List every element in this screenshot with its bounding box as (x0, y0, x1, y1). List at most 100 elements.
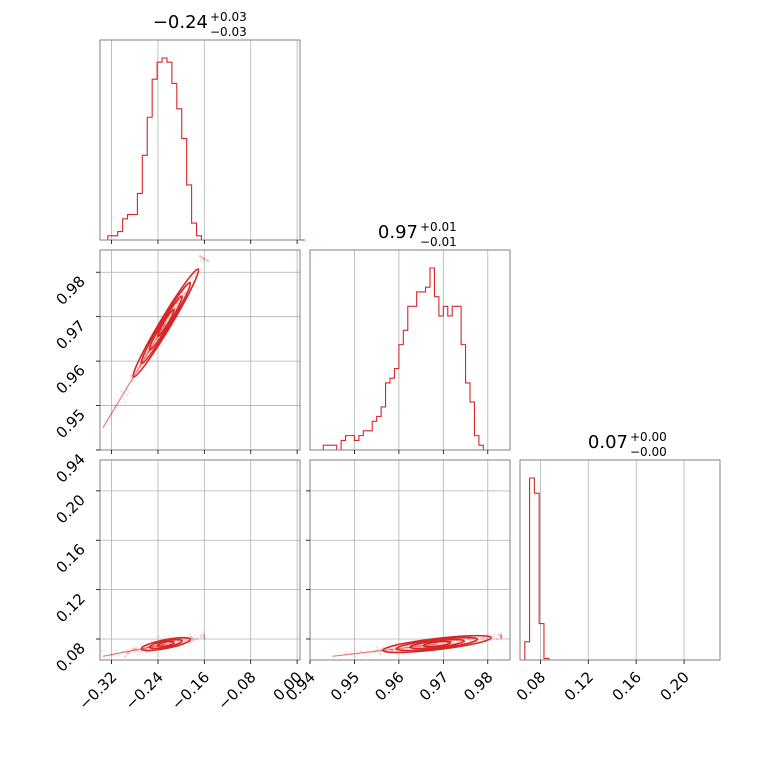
joint-2-1-sample-point (119, 390, 123, 393)
joint-2-1-sample-point (206, 259, 209, 263)
joint-3-1-sample-point (135, 646, 138, 650)
joint-3-1-sample-point (145, 651, 148, 654)
joint-3-2-sample-point (496, 638, 499, 641)
joint-2-1-sample-point (165, 320, 169, 323)
joint-3-1-sample-point (141, 642, 145, 645)
joint-2-1-ytick-label-1: 0.95 (52, 406, 88, 442)
joint-3-2-sample-point (359, 650, 362, 653)
marginal-1-title-lower: −0.03 (210, 25, 247, 39)
joint-3-2-sample-point (379, 652, 382, 656)
joint-3-1-sample-point (200, 633, 204, 636)
joint-3-1-sample-point (126, 653, 129, 657)
marginal-2-title-value: 0.97 (378, 222, 418, 243)
joint-2-1-sample-point (183, 292, 186, 296)
joint-3-1-sample-point (193, 634, 197, 637)
joint-2-1-sample-point (198, 255, 202, 258)
joint-3-1-sample-point (203, 635, 206, 638)
joint-3-2-sample-point (499, 633, 503, 636)
marginal-2-title-lower: −0.01 (420, 235, 457, 249)
marginal-3-title-value: 0.07 (588, 432, 628, 453)
joint-2-1-sample-point (199, 255, 202, 258)
joint-2-1-sample-point (183, 292, 186, 296)
joint-3-2-sample-point (499, 635, 503, 638)
joint-2-1-sample-point (125, 393, 129, 397)
joint-3-2-xtick-label-3: 0.97 (416, 668, 452, 704)
joint-3-1-sample-point (203, 635, 206, 638)
joint-2-1-sample-point (175, 305, 178, 308)
joint-3-1-sample-point (202, 631, 205, 634)
joint-3-1-sample-point (203, 636, 206, 640)
joint-3-2-sample-point (485, 637, 488, 640)
joint-3-1-sample-point (126, 652, 129, 655)
joint-2-1-sample-point (202, 257, 205, 260)
joint-2-1-sample-point (174, 304, 177, 308)
joint-3-1-sample-point (185, 638, 189, 641)
joint-3-1-sample-point (202, 633, 206, 637)
marks-layer (100, 57, 717, 661)
joint-2-1-sample-point (182, 292, 185, 296)
joint-3-2-sample-point (360, 649, 363, 653)
joint-3-2-sample-point (499, 633, 503, 636)
joint-3-1-xtick-label-2: −0.16 (168, 668, 213, 713)
marginal-3-histogram-line (520, 477, 717, 661)
joint-3-2-xtick-label-2: 0.96 (371, 668, 407, 704)
marginal-3-xtick-label-2: 0.16 (609, 668, 645, 704)
frames-layer (99, 39, 721, 661)
joint-3-1-sample-point (140, 651, 143, 654)
joint-3-1-sample-point (168, 642, 172, 645)
joint-2-1-sample-point (203, 258, 207, 261)
joint-3-2-sample-point (481, 638, 484, 641)
joint-3-2-sample-point (481, 636, 484, 639)
joint-2-1-sample-point (159, 345, 162, 348)
marginal-3-frame (519, 459, 721, 661)
joint-2-1-sample-point (189, 278, 192, 281)
joint-3-2-sample-point (381, 646, 384, 649)
marginal-2-title-upper: +0.01 (420, 220, 457, 234)
marginal-3-title-lower: −0.00 (630, 445, 667, 459)
joint-3-1-xtick-label-1: −0.24 (122, 668, 167, 713)
joint-3-2-sample-point (366, 654, 369, 658)
joint-2-1-sample-point (205, 259, 208, 262)
joint-2-1-sample-point (183, 290, 187, 294)
joint-2-1-sample-point (201, 256, 204, 260)
joint-3-1-ytick-label-1: 0.12 (52, 590, 88, 626)
joint-2-1-sample-point (121, 390, 124, 393)
joint-3-1-ytick-label-3: 0.20 (52, 491, 88, 527)
joint-3-1-frame (99, 459, 301, 661)
joint-3-1-sample-point (118, 654, 121, 658)
joint-2-1-sample-point (191, 276, 195, 279)
joint-3-1-sample-point (127, 651, 131, 655)
joint-2-1-sample-point (202, 257, 206, 260)
joint-3-1-sample-point (157, 635, 161, 638)
joint-3-1-sample-point (194, 638, 197, 641)
joint-2-1-sample-point (181, 291, 184, 295)
joint-3-1-xtick-label-3: −0.08 (214, 668, 259, 713)
marginal-1-frame (99, 39, 301, 241)
joint-2-1-sample-point (124, 401, 127, 405)
joint-3-2-sample-point (499, 635, 503, 638)
joint-3-2-sample-point (499, 631, 502, 635)
joint-3-2-sample-point (492, 635, 495, 639)
joint-2-1-ytick-label-4: 0.98 (52, 272, 88, 308)
marginal-1-title-upper: +0.03 (210, 10, 247, 24)
joint-3-1-sample-point (163, 636, 166, 639)
joint-3-2-sample-point (499, 635, 503, 638)
joint-2-1-sample-point (205, 259, 209, 262)
joint-3-2-sample-point (499, 633, 503, 637)
joint-2-1-ytick-label-2: 0.96 (52, 361, 88, 397)
joint-3-2-sample-point (387, 642, 390, 646)
joint-3-1-sample-point (139, 643, 142, 646)
joint-2-1-sample-point (202, 259, 206, 262)
joint-3-2-sample-point (499, 635, 503, 638)
joint-3-1-sample-point (199, 634, 203, 637)
marginal-2-frame (309, 249, 511, 451)
joint-3-1-sample-point (202, 636, 205, 639)
marginal-1-title: −0.24 +0.03−0.03 (153, 10, 247, 39)
joint-3-1-sample-point (199, 635, 203, 639)
marginal-1-title-value: −0.24 (153, 12, 208, 33)
joint-3-1-sample-point (127, 651, 130, 655)
joint-2-1-sample-point (128, 391, 131, 394)
joint-2-1-sample-point (112, 405, 115, 408)
joint-2-1-sample-point (207, 260, 210, 263)
joint-3-2-sample-point (500, 636, 503, 640)
